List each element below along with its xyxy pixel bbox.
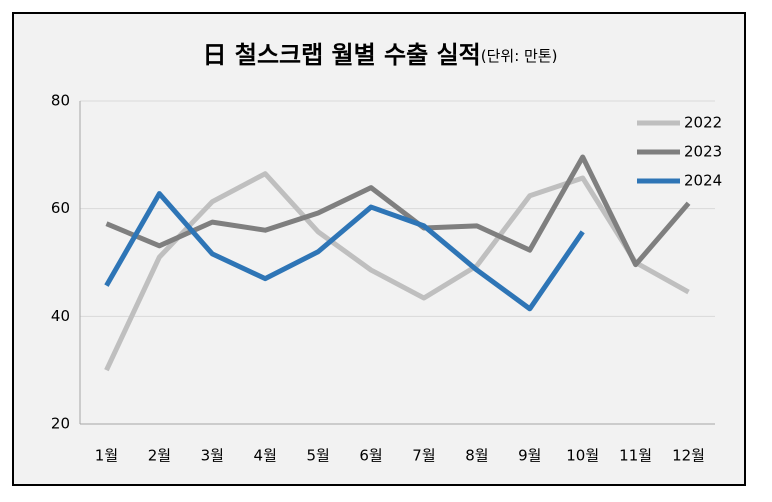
legend-label: 2024 [684,172,722,190]
x-tick-label: 5월 [306,447,329,465]
x-tick-label: 7월 [412,447,435,465]
legend-label: 2022 [684,114,722,132]
y-tick-label: 60 [51,199,70,217]
x-tick-label: 1월 [95,447,118,465]
x-tick-label: 11월 [619,447,652,465]
chart-frame [12,12,746,486]
x-tick-label: 8월 [465,447,488,465]
y-tick-label: 20 [51,415,70,433]
legend-label: 2023 [684,143,722,161]
x-tick-label: 4월 [254,447,277,465]
x-tick-label: 10월 [566,447,599,465]
y-tick-label: 80 [51,92,70,110]
x-tick-label: 9월 [518,447,541,465]
subtitle-text: (단위: 만톤) [481,47,558,65]
title-text: 日 철스크랩 월별 수출 실적 [203,41,481,69]
x-tick-label: 2월 [148,447,171,465]
x-tick-label: 3월 [201,447,224,465]
series-line [105,154,691,268]
series-line [104,191,585,312]
x-tick-label: 6월 [359,447,382,465]
chart-title: 日 철스크랩 월별 수출 실적(단위: 만톤) [203,41,558,69]
x-tick-label: 12월 [672,447,705,465]
y-tick-label: 40 [51,307,70,325]
series-line [104,171,690,372]
